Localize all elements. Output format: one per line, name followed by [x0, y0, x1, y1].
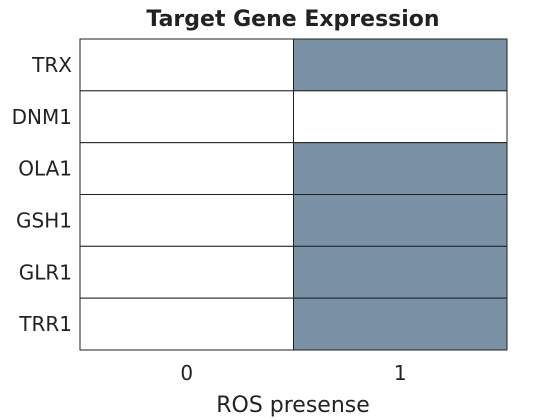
heatmap-cell: [293, 90, 508, 144]
heatmap-cell: [79, 142, 294, 196]
heatmap-cell: [79, 194, 294, 247]
heatmap-cell: [293, 142, 508, 196]
y-tick-label: TRR1: [18, 312, 72, 336]
heatmap-cell: [79, 297, 294, 351]
heatmap-cells: [79, 38, 508, 351]
y-axis-tick-labels: TRX DNM1 OLA1 GSH1 GLR1 TRR1: [12, 53, 73, 336]
y-tick-label: OLA1: [18, 157, 72, 181]
chart-title: Target Gene Expression: [146, 7, 439, 32]
y-tick-label: GSH1: [16, 208, 72, 232]
heatmap-cell: [293, 245, 508, 299]
heatmap-cell: [79, 245, 294, 299]
heatmap-cell: [79, 90, 294, 144]
y-tick-label: DNM1: [12, 105, 72, 129]
heatmap-cell: [293, 297, 508, 351]
x-tick-label: 1: [394, 361, 407, 385]
heatmap-cell: [293, 194, 508, 247]
y-tick-label: TRX: [31, 53, 72, 77]
y-tick-label: GLR1: [19, 260, 72, 284]
x-tick-label: 0: [180, 361, 193, 385]
x-axis-label: ROS presense: [216, 393, 370, 418]
heatmap-cell: [79, 38, 294, 92]
heatmap-cell: [293, 38, 508, 92]
